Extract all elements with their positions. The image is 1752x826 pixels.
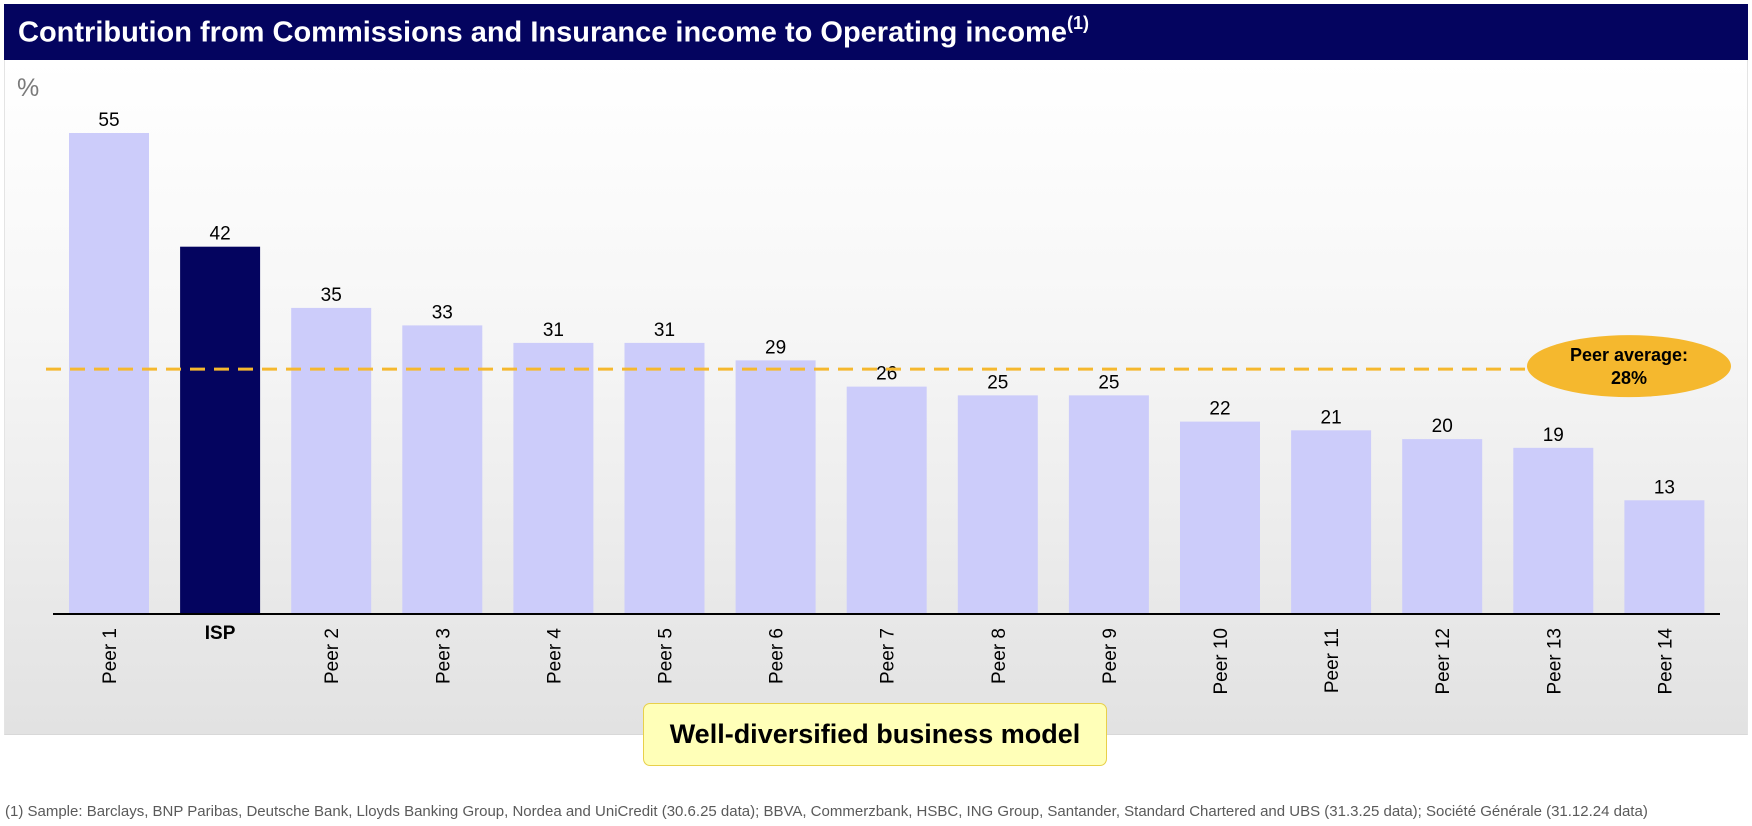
chart-title: Contribution from Commissions and Insura… xyxy=(18,12,1089,49)
data-label: 26 xyxy=(876,364,897,385)
y-unit-label: % xyxy=(17,74,40,102)
bar-peer-6 xyxy=(735,360,816,614)
bar-peer-3 xyxy=(402,325,483,614)
bar-peer-10 xyxy=(1180,421,1260,614)
x-tick-label: Peer 9 xyxy=(1100,628,1121,684)
data-label: 20 xyxy=(1432,416,1453,437)
data-label: 25 xyxy=(987,372,1008,393)
x-tick-label: Peer 10 xyxy=(1211,628,1232,695)
data-label: 25 xyxy=(1098,372,1119,393)
bar-peer-12 xyxy=(1402,439,1483,614)
x-tick-label: Peer 2 xyxy=(322,628,343,684)
x-tick-label: Peer 5 xyxy=(656,628,677,684)
x-tick-label: Peer 3 xyxy=(433,628,454,684)
x-tick-label: Peer 4 xyxy=(544,628,565,684)
bar-peer-13 xyxy=(1513,447,1594,614)
x-tick-label: Peer 1 xyxy=(100,628,121,684)
data-label: 35 xyxy=(321,285,342,306)
bar-peer-14 xyxy=(1624,500,1705,614)
bar-peer-5 xyxy=(624,342,705,614)
average-label: Peer average: xyxy=(1570,345,1688,365)
title-bar: Contribution from Commissions and Insura… xyxy=(4,4,1748,60)
data-label: 33 xyxy=(432,302,453,323)
bar-peer-9 xyxy=(1068,395,1149,614)
data-label: 42 xyxy=(210,224,231,245)
data-label: 29 xyxy=(765,337,786,358)
x-tick-label: Peer 7 xyxy=(878,628,899,684)
callout-box: Well-diversified business model xyxy=(643,703,1107,766)
data-label: 31 xyxy=(654,320,675,341)
data-label: 21 xyxy=(1321,407,1342,428)
bar-peer-1 xyxy=(69,133,149,614)
x-tick-label: Peer 11 xyxy=(1322,628,1343,693)
x-tick-label: Peer 8 xyxy=(989,628,1010,684)
average-badge xyxy=(1527,335,1731,398)
bar-peer-4 xyxy=(513,342,594,614)
x-tick-label: ISP xyxy=(205,623,236,644)
callout-text: Well-diversified business model xyxy=(669,719,1081,749)
data-label: 19 xyxy=(1543,425,1564,446)
bar-peer-2 xyxy=(291,307,372,614)
bar-peer-11 xyxy=(1291,430,1372,614)
x-tick-label: Peer 13 xyxy=(1544,628,1565,695)
bar-peer-7 xyxy=(846,386,927,614)
bar-peer-8 xyxy=(957,395,1038,614)
bar-chart: 55 Peer 1 42 ISP 35 Peer 2 33 Peer 3 31 Peer 4 31 P… xyxy=(46,110,1731,695)
data-label: 31 xyxy=(543,320,564,341)
footnote: (1) Sample: Barclays, BNP Paribas, Deuts… xyxy=(5,803,1648,820)
data-label: 55 xyxy=(98,110,119,131)
average-value: 28% xyxy=(1611,368,1647,388)
x-tick-label: Peer 6 xyxy=(767,628,788,684)
bar-isp xyxy=(180,246,261,614)
data-label: 13 xyxy=(1654,477,1675,498)
data-label: 22 xyxy=(1209,399,1230,420)
x-tick-label: Peer 14 xyxy=(1655,628,1676,695)
x-tick-label: Peer 12 xyxy=(1433,628,1454,695)
title-footnote-ref: (1) xyxy=(1066,12,1089,33)
